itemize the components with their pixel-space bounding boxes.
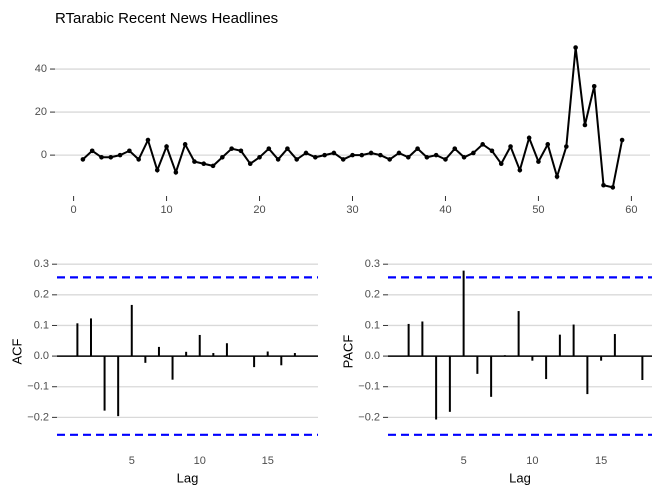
point xyxy=(415,146,420,151)
x-tick-label: 15 xyxy=(262,455,274,467)
point xyxy=(573,45,578,50)
point xyxy=(433,152,439,158)
y-tick-label: 0.3 xyxy=(34,258,49,270)
point xyxy=(536,159,541,164)
point xyxy=(545,142,551,147)
point xyxy=(526,135,532,141)
x-tick-label: 30 xyxy=(346,204,358,216)
point xyxy=(99,154,104,160)
point xyxy=(173,170,179,175)
x-tick-label: 0 xyxy=(71,204,77,216)
point xyxy=(396,150,402,156)
x-tick-label: 15 xyxy=(595,455,607,467)
point xyxy=(471,150,476,156)
point xyxy=(210,163,216,169)
point xyxy=(294,157,300,162)
point xyxy=(554,174,560,179)
x-tick-label: 5 xyxy=(461,455,467,467)
point xyxy=(508,144,513,149)
point xyxy=(192,159,197,164)
point xyxy=(340,157,346,162)
point xyxy=(582,122,588,128)
point xyxy=(452,146,458,151)
point xyxy=(322,152,327,158)
point xyxy=(619,137,625,143)
point xyxy=(145,137,151,143)
y-tick-label: 0 xyxy=(41,149,47,161)
y-tick-label: 20 xyxy=(35,106,47,118)
point xyxy=(313,154,318,160)
y-tick-label: −0.1 xyxy=(358,381,380,393)
x-tick-label: 50 xyxy=(532,204,544,216)
point xyxy=(368,150,374,156)
point xyxy=(517,167,523,173)
point xyxy=(80,157,86,162)
point xyxy=(257,154,262,160)
point xyxy=(601,182,606,188)
point xyxy=(127,148,132,154)
x-axis-label: Lag xyxy=(509,470,531,485)
y-tick-label: 0.1 xyxy=(34,319,49,331)
y-tick-label: 0.2 xyxy=(34,289,49,301)
point xyxy=(610,185,616,190)
point xyxy=(89,148,95,154)
point xyxy=(480,142,485,147)
x-tick-label: 10 xyxy=(160,204,172,216)
point xyxy=(461,154,467,160)
point xyxy=(108,154,114,160)
y-axis-label: PACF xyxy=(340,335,355,369)
point xyxy=(117,152,123,158)
y-tick-label: −0.1 xyxy=(27,381,49,393)
x-axis-label: Lag xyxy=(177,470,199,485)
point xyxy=(564,144,569,149)
x-tick-label: 60 xyxy=(625,204,637,216)
point xyxy=(247,161,253,167)
point xyxy=(154,167,160,173)
point xyxy=(443,157,448,162)
point xyxy=(350,152,355,158)
y-tick-label: −0.2 xyxy=(358,411,380,423)
y-tick-label: 0.3 xyxy=(365,258,380,270)
point xyxy=(285,146,290,151)
y-tick-label: 40 xyxy=(35,63,47,75)
point xyxy=(359,152,365,158)
point xyxy=(424,154,430,160)
point xyxy=(331,150,337,156)
x-tick-label: 10 xyxy=(526,455,538,467)
y-tick-label: −0.2 xyxy=(27,411,49,423)
point xyxy=(378,152,383,158)
point xyxy=(303,150,309,156)
chart-title: RTarabic Recent News Headlines xyxy=(55,10,278,27)
y-tick-label: 0.0 xyxy=(34,350,49,362)
x-tick-label: 40 xyxy=(439,204,451,216)
point xyxy=(498,161,504,167)
x-tick-label: 10 xyxy=(194,455,206,467)
point xyxy=(201,161,207,167)
point xyxy=(387,157,392,162)
point xyxy=(220,154,225,160)
point xyxy=(489,148,495,154)
y-tick-label: 0.0 xyxy=(365,350,380,362)
point xyxy=(591,83,597,89)
point xyxy=(136,157,141,162)
point xyxy=(238,148,244,154)
point xyxy=(164,144,169,149)
y-tick-label: 0.1 xyxy=(365,319,380,331)
point xyxy=(405,154,411,160)
point xyxy=(182,142,188,147)
y-axis-label: ACF xyxy=(9,338,24,364)
point xyxy=(266,146,272,151)
point xyxy=(275,157,281,162)
x-tick-label: 20 xyxy=(253,204,265,216)
y-tick-label: 0.2 xyxy=(365,289,380,301)
point xyxy=(229,146,234,151)
x-tick-label: 5 xyxy=(129,455,135,467)
